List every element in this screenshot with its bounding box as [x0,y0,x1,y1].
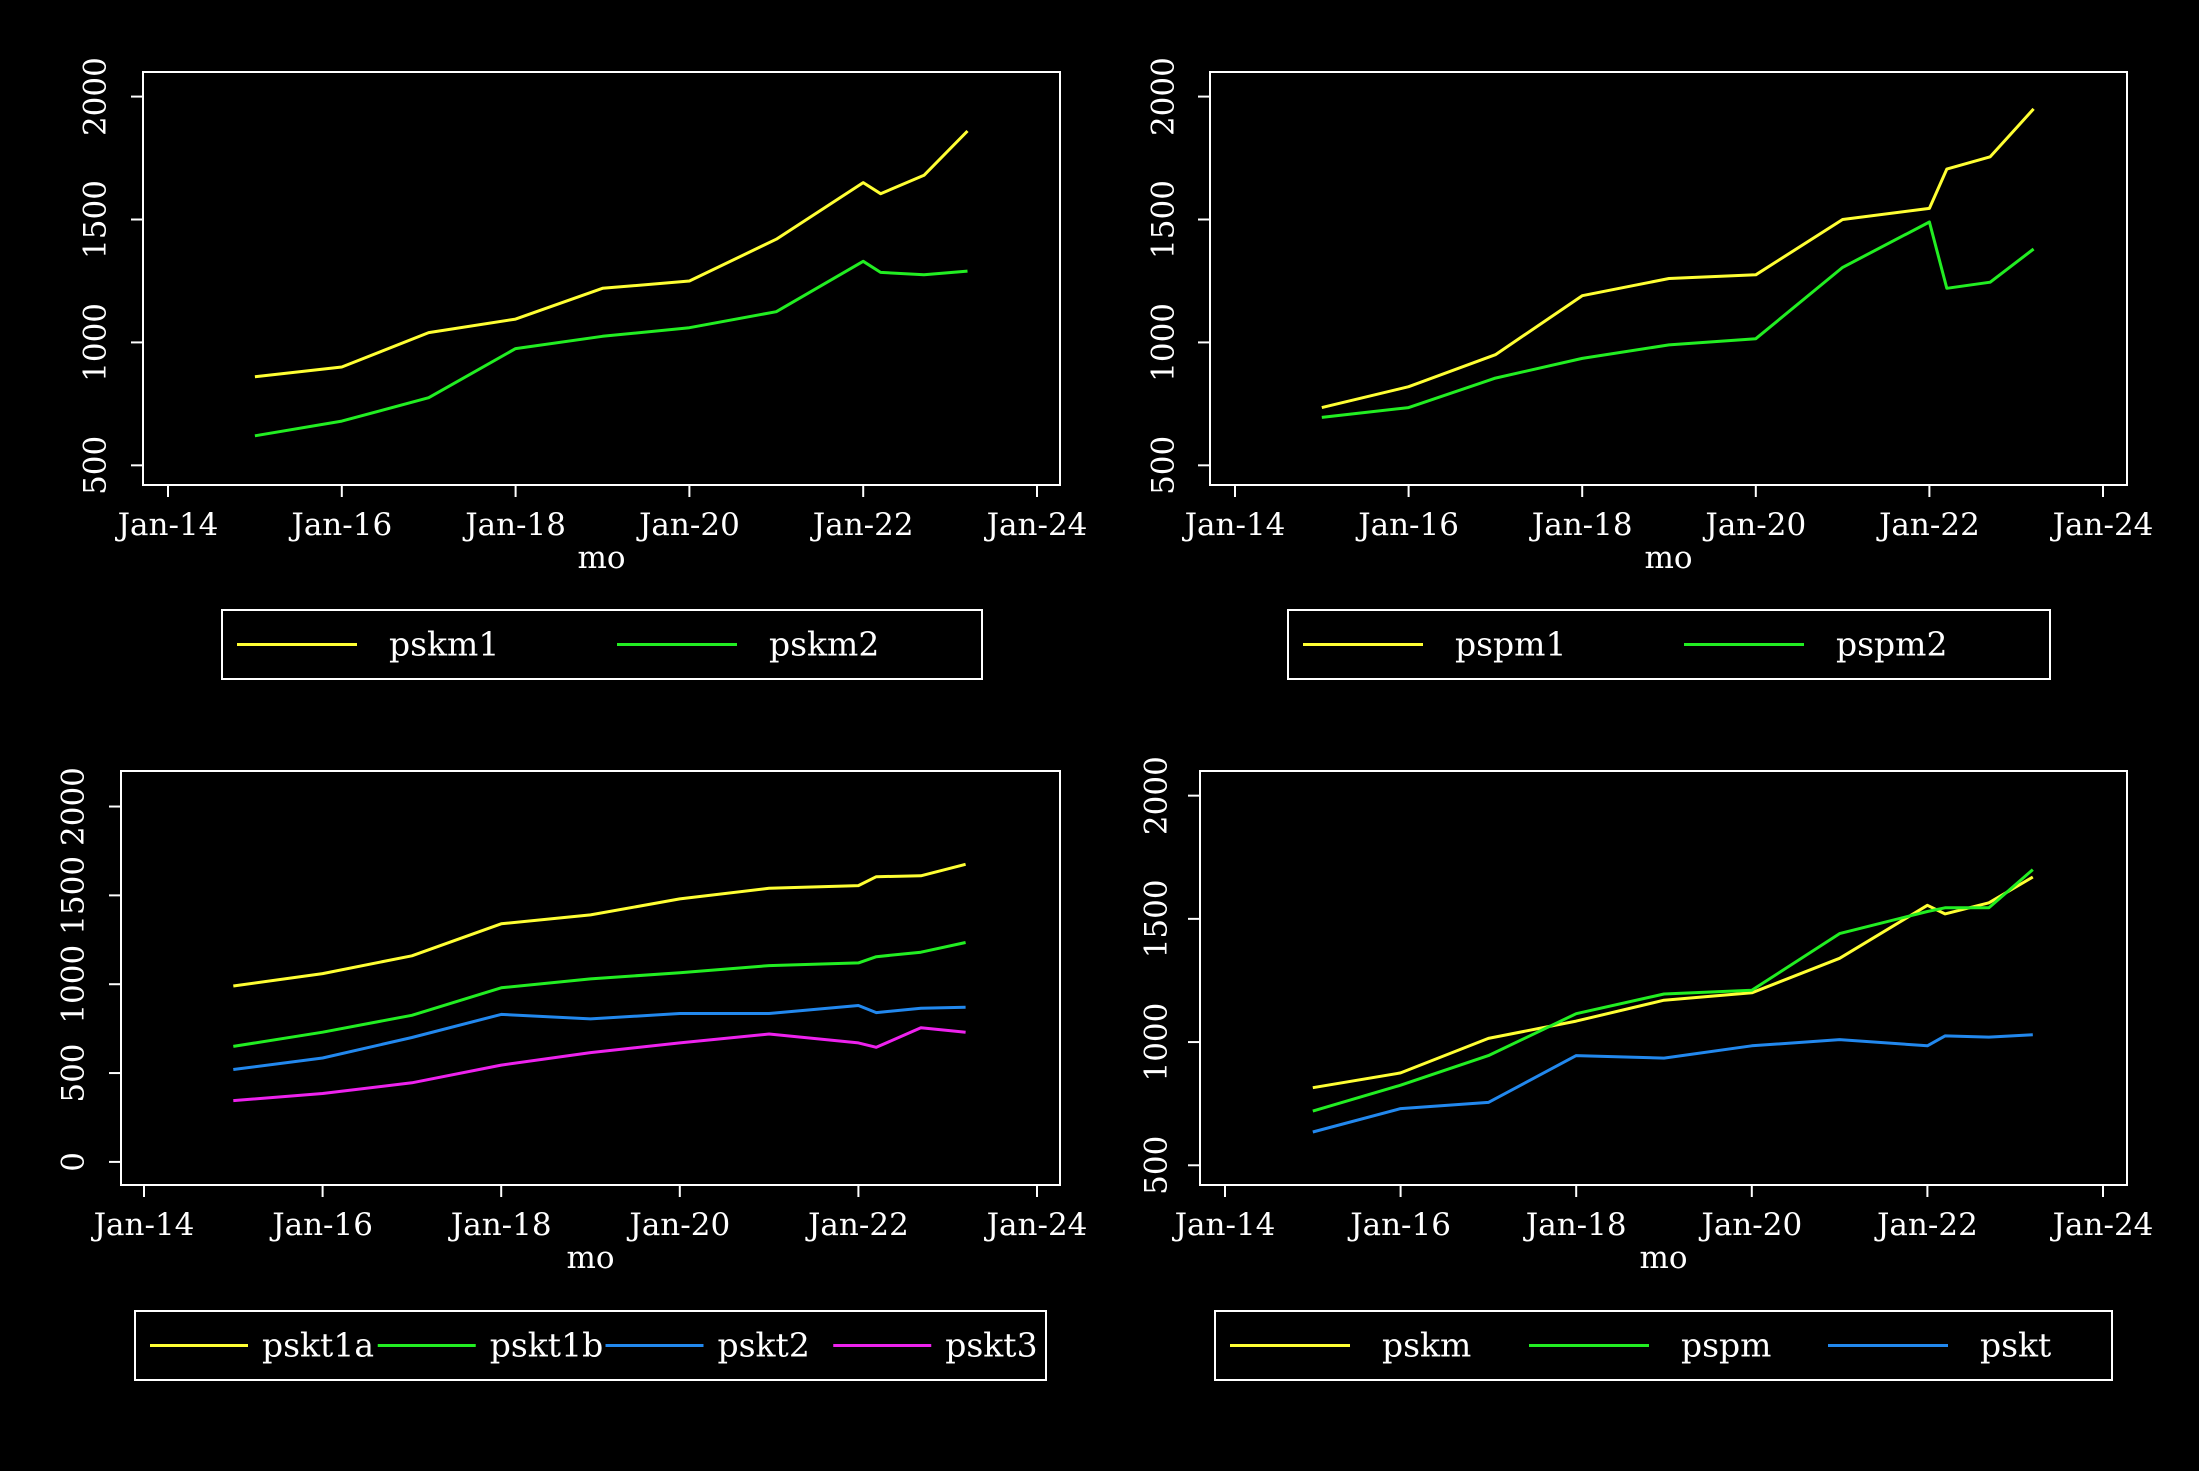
x-tick-label: Jan-24 [984,1207,1088,1243]
series-line-pskm2 [254,259,968,438]
legend-box [1287,609,2051,680]
x-tick-label: Jan-20 [626,1207,730,1243]
y-tick-label: 1000 [56,945,92,1024]
y-tick-label: 500 [1139,1136,1175,1195]
series-line-pskm1 [254,129,969,379]
x-tick-label: Jan-14 [91,1207,195,1243]
legend-label-pskm1: pskm1 [389,625,499,664]
x-tick-label: Jan-20 [1702,507,1806,543]
x-axis-title: mo [1644,540,1692,576]
y-tick-label: 1500 [78,180,114,259]
x-tick-label: Jan-24 [2050,507,2154,543]
legend-box [1214,1310,2113,1381]
x-tick-label: Jan-24 [984,507,1088,543]
y-tick-label: 1500 [56,856,92,935]
plot-frame [142,71,1061,486]
legend-label-pspm2: pspm2 [1836,625,1947,664]
series-line-pskt2 [233,1004,966,1071]
y-tick-label: 500 [78,436,114,495]
y-tick-label: 2000 [78,57,114,136]
legend-label-pskt: pskt [1980,1326,2051,1365]
x-tick-label: Jan-18 [1523,1207,1627,1243]
series-line-pskt1a [233,862,966,988]
panel-bottom-right: 500 1000 1500 2000 Jan-14 Jan-16 Jan-18 Jan-20 J… [1139,756,2154,1381]
series-line-pspm1 [1321,107,2035,410]
y-tick-label: 1000 [78,303,114,382]
series-line-pspm [1312,868,2034,1113]
legend-label-pskm: pskm [1382,1326,1471,1365]
y-tick-label: 1500 [1139,879,1175,958]
x-tick-label: Jan-14 [1172,1207,1276,1243]
y-tick-label: 1000 [1146,303,1182,382]
x-tick-label: Jan-14 [115,507,219,543]
legend-label-pskm2: pskm2 [769,625,879,664]
legend-label-pskt1b: pskt1b [490,1326,603,1365]
y-tick-label: 1000 [1139,1003,1175,1082]
x-tick-label: Jan-16 [1355,507,1459,543]
legend-box [221,609,983,680]
x-tick-label: Jan-22 [1876,507,1980,543]
panel-top-right: 500 1000 1500 2000 Jan-14 Jan-16 Jan-18 Jan-20 J… [1146,57,2154,680]
x-axis-title: mo [566,1240,614,1276]
y-tick-label: 500 [1146,436,1182,495]
legend-label-pskt1a: pskt1a [262,1326,374,1365]
x-tick-label: Jan-20 [1698,1207,1802,1243]
x-tick-label: Jan-16 [269,1207,373,1243]
x-tick-label: Jan-18 [1529,507,1633,543]
series-line-pskm [1312,875,2034,1090]
series-line-pskt1b [233,941,966,1048]
x-tick-label: Jan-14 [1182,507,1286,543]
x-tick-label: Jan-20 [636,507,740,543]
x-tick-label: Jan-18 [448,1207,552,1243]
y-tick-label: 2000 [1146,57,1182,136]
x-axis-title: mo [577,540,625,576]
y-tick-label: 2000 [1139,756,1175,835]
series-line-pskt3 [233,1026,966,1103]
y-tick-label: 500 [56,1043,92,1102]
legend-box [134,1310,1047,1381]
series-line-pspm2 [1321,220,2035,419]
y-tick-label: 0 [56,1152,92,1172]
x-tick-label: Jan-16 [288,507,392,543]
legend-label-pskt3: pskt3 [945,1326,1037,1365]
y-tick-label: 1500 [1146,180,1182,259]
panel-bottom-left: 0 500 1000 1500 2000 Jan-14 Jan-16 Jan-18 Jan-20… [56,767,1088,1381]
plot-frame [1199,770,2128,1186]
x-tick-label: Jan-22 [805,1207,909,1243]
y-tick-label: 2000 [56,767,92,846]
legend-label-pspm: pspm [1681,1326,1771,1365]
series-line-pskt [1312,1033,2033,1134]
x-tick-label: Jan-24 [2050,1207,2154,1243]
x-tick-label: Jan-22 [1874,1207,1978,1243]
x-tick-label: Jan-16 [1347,1207,1451,1243]
x-axis-title: mo [1639,1240,1687,1276]
legend-label-pskt2: pskt2 [718,1326,810,1365]
legend-label-pspm1: pspm1 [1455,625,1566,664]
x-tick-label: Jan-18 [462,507,566,543]
panel-top-left: 500 1000 1500 2000 Jan-14 Jan-16 Jan-18 Jan-20 J… [78,57,1088,680]
x-tick-label: Jan-22 [810,507,914,543]
